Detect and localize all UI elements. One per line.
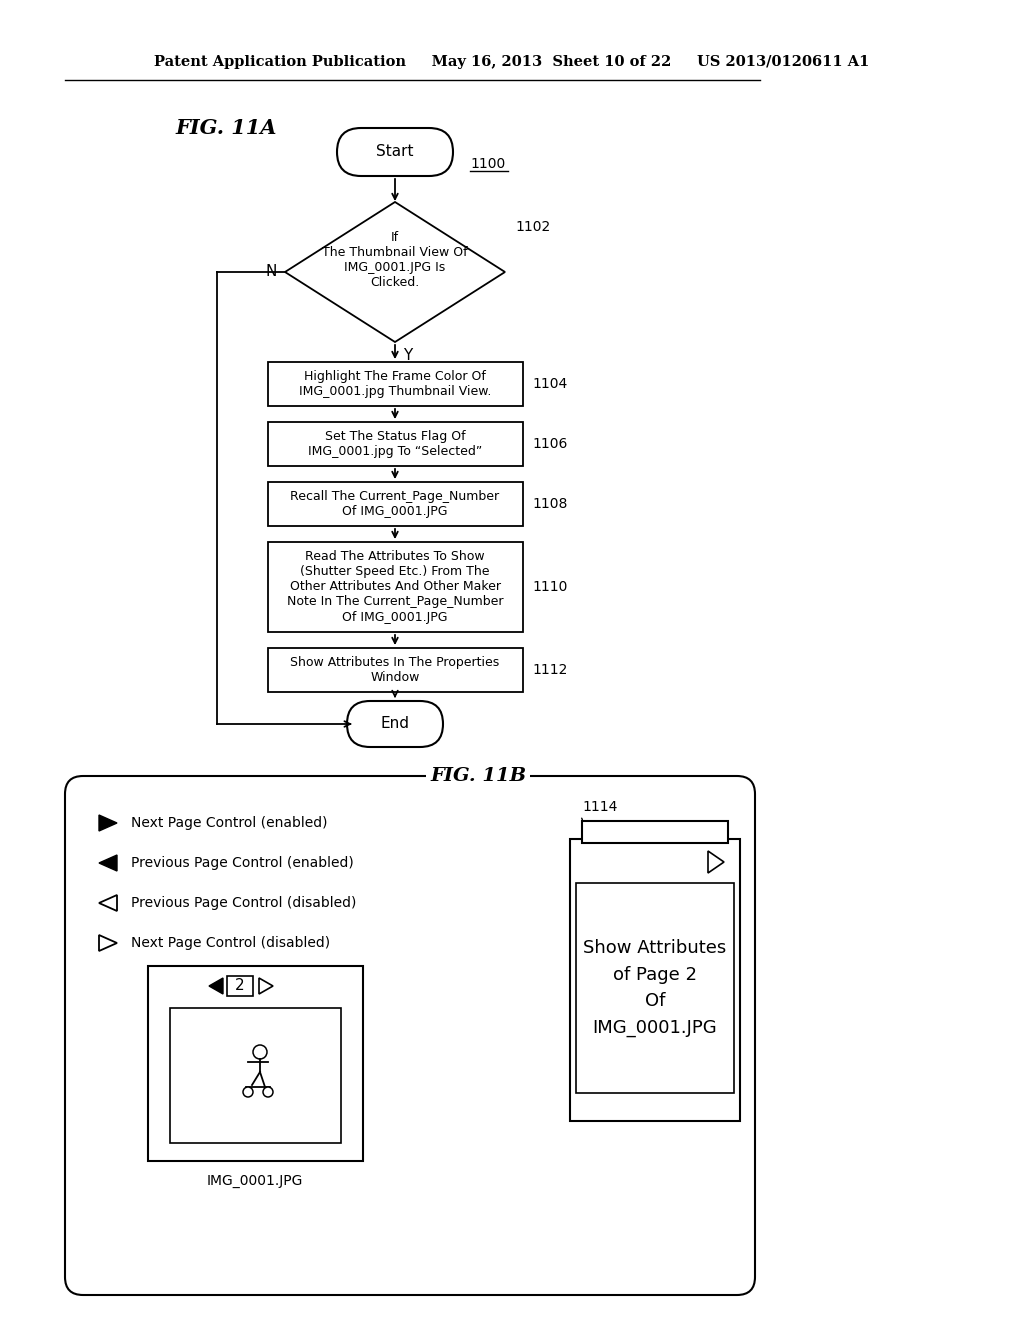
Polygon shape xyxy=(99,814,117,832)
Polygon shape xyxy=(259,978,273,994)
FancyBboxPatch shape xyxy=(337,128,453,176)
Text: Set The Status Flag Of
IMG_0001.jpg To “Selected”: Set The Status Flag Of IMG_0001.jpg To “… xyxy=(308,430,482,458)
Bar xyxy=(570,840,740,1121)
Text: If
The Thumbnail View Of
IMG_0001.JPG Is
Clicked.: If The Thumbnail View Of IMG_0001.JPG Is… xyxy=(323,231,468,289)
Text: N: N xyxy=(265,264,278,280)
Circle shape xyxy=(263,1086,273,1097)
Text: 2: 2 xyxy=(236,978,245,994)
Text: 1110: 1110 xyxy=(532,579,567,594)
Text: Show Attributes In The Properties
Window: Show Attributes In The Properties Window xyxy=(291,656,500,684)
Text: End: End xyxy=(381,717,410,731)
Polygon shape xyxy=(99,895,117,911)
Bar xyxy=(582,821,728,843)
Text: 1106: 1106 xyxy=(532,437,567,451)
Text: FIG. 11B: FIG. 11B xyxy=(430,767,526,785)
Text: Next Page Control (disabled): Next Page Control (disabled) xyxy=(131,936,330,950)
Bar xyxy=(268,422,523,466)
Text: 1114: 1114 xyxy=(582,800,617,814)
Text: Highlight The Frame Color Of
IMG_0001.jpg Thumbnail View.: Highlight The Frame Color Of IMG_0001.jp… xyxy=(299,370,492,399)
Circle shape xyxy=(243,1086,253,1097)
Polygon shape xyxy=(285,202,505,342)
Bar xyxy=(170,1008,341,1143)
Polygon shape xyxy=(209,978,223,994)
Text: IMG_0001.JPG: IMG_0001.JPG xyxy=(207,1173,303,1188)
Polygon shape xyxy=(99,935,117,950)
Text: Next Page Control (enabled): Next Page Control (enabled) xyxy=(131,816,328,830)
FancyBboxPatch shape xyxy=(347,701,443,747)
Circle shape xyxy=(253,1045,267,1059)
Bar xyxy=(268,482,523,525)
Bar xyxy=(268,362,523,407)
Text: 1100: 1100 xyxy=(470,157,505,172)
Text: Patent Application Publication     May 16, 2013  Sheet 10 of 22     US 2013/0120: Patent Application Publication May 16, 2… xyxy=(155,55,869,69)
Text: 1104: 1104 xyxy=(532,378,567,391)
Polygon shape xyxy=(99,855,117,871)
Text: Previous Page Control (enabled): Previous Page Control (enabled) xyxy=(131,855,353,870)
Text: Previous Page Control (disabled): Previous Page Control (disabled) xyxy=(131,896,356,909)
Bar xyxy=(148,966,362,1162)
Bar xyxy=(268,543,523,632)
Text: FIG. 11A: FIG. 11A xyxy=(175,117,276,139)
Text: Recall The Current_Page_Number
Of IMG_0001.JPG: Recall The Current_Page_Number Of IMG_00… xyxy=(291,490,500,517)
Bar xyxy=(227,975,253,997)
Text: Show Attributes
of Page 2
Of
IMG_0001.JPG: Show Attributes of Page 2 Of IMG_0001.JP… xyxy=(584,940,727,1036)
Text: Read The Attributes To Show
(Shutter Speed Etc.) From The
Other Attributes And O: Read The Attributes To Show (Shutter Spe… xyxy=(287,550,503,623)
Polygon shape xyxy=(708,851,724,873)
Bar xyxy=(268,648,523,692)
Text: Y: Y xyxy=(403,348,413,363)
Text: Start: Start xyxy=(376,144,414,160)
FancyBboxPatch shape xyxy=(65,776,755,1295)
Text: 1108: 1108 xyxy=(532,498,567,511)
Bar xyxy=(575,883,734,1093)
Text: 1112: 1112 xyxy=(532,663,567,677)
Text: 1102: 1102 xyxy=(515,220,550,234)
